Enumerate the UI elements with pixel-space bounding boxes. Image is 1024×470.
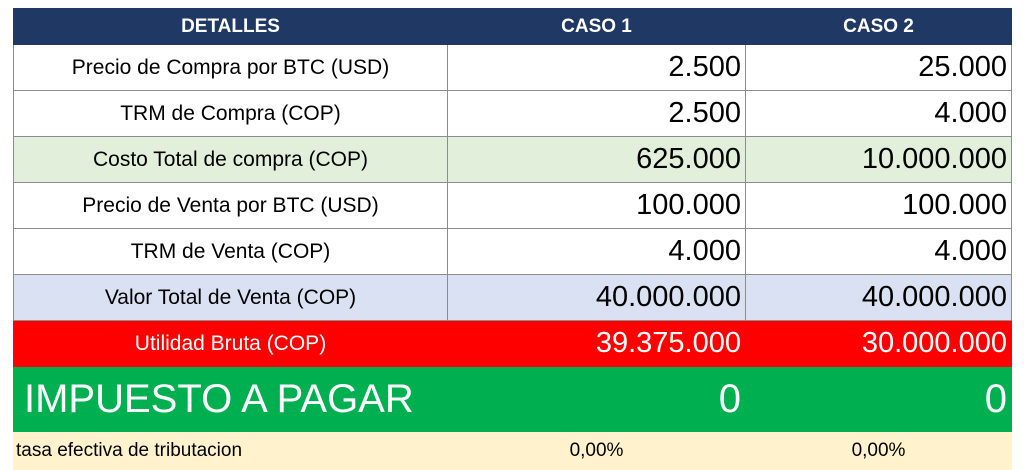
- table-row: Valor Total de Venta (COP) 40.000.000 40…: [13, 274, 1012, 321]
- cell-case-2-total-cost[interactable]: 10.000.000: [745, 136, 1012, 183]
- cell-case-2-sale-price[interactable]: 100.000: [745, 182, 1012, 229]
- cell-case-2-gross-profit[interactable]: 30.000.000: [745, 320, 1012, 367]
- row-label-purchase-price[interactable]: Precio de Compra por BTC (USD): [13, 44, 448, 91]
- tax-label[interactable]: IMPUESTO A PAGAR: [13, 366, 448, 432]
- cell-case-1-rate[interactable]: 0,00%: [447, 431, 746, 470]
- header-details[interactable]: DETALLES: [13, 8, 448, 45]
- cell-case-2-total-sale[interactable]: 40.000.000: [745, 274, 1012, 321]
- table-row: Precio de Compra por BTC (USD) 2.500 25.…: [13, 44, 1012, 91]
- cell-case-1-tax[interactable]: 0: [447, 366, 746, 432]
- tax-row: IMPUESTO A PAGAR 0 0: [13, 366, 1012, 432]
- cell-case-2-purchase-trm[interactable]: 4.000: [745, 90, 1012, 137]
- cell-case-1-sale-trm[interactable]: 4.000: [447, 228, 746, 275]
- table-row: Costo Total de compra (COP) 625.000 10.0…: [13, 136, 1012, 183]
- table-row: Precio de Venta por BTC (USD) 100.000 10…: [13, 182, 1012, 229]
- table-row: TRM de Venta (COP) 4.000 4.000: [13, 228, 1012, 275]
- rate-label[interactable]: tasa efectiva de tributacion: [13, 431, 448, 470]
- row-label-total-sale[interactable]: Valor Total de Venta (COP): [13, 274, 448, 321]
- row-label-total-cost[interactable]: Costo Total de compra (COP): [13, 136, 448, 183]
- cell-case-2-sale-trm[interactable]: 4.000: [745, 228, 1012, 275]
- cell-case-1-total-sale[interactable]: 40.000.000: [447, 274, 746, 321]
- cell-case-1-sale-price[interactable]: 100.000: [447, 182, 746, 229]
- cell-case-1-purchase-trm[interactable]: 2.500: [447, 90, 746, 137]
- cell-case-1-gross-profit[interactable]: 39.375.000: [447, 320, 746, 367]
- cell-case-2-rate[interactable]: 0,00%: [745, 431, 1012, 470]
- table-row: TRM de Compra (COP) 2.500 4.000: [13, 90, 1012, 137]
- row-label-purchase-trm[interactable]: TRM de Compra (COP): [13, 90, 448, 137]
- header-row: DETALLES CASO 1 CASO 2: [13, 8, 1012, 45]
- row-label-sale-trm[interactable]: TRM de Venta (COP): [13, 228, 448, 275]
- table-row: Utilidad Bruta (COP) 39.375.000 30.000.0…: [13, 320, 1012, 367]
- cell-case-1-total-cost[interactable]: 625.000: [447, 136, 746, 183]
- cell-case-1-purchase-price[interactable]: 2.500: [447, 44, 746, 91]
- comparison-table: DETALLES CASO 1 CASO 2 Precio de Compra …: [13, 8, 1012, 470]
- row-label-gross-profit[interactable]: Utilidad Bruta (COP): [13, 320, 448, 367]
- cell-case-2-purchase-price[interactable]: 25.000: [745, 44, 1012, 91]
- header-case-2[interactable]: CASO 2: [745, 8, 1012, 45]
- header-case-1[interactable]: CASO 1: [447, 8, 746, 45]
- cell-case-2-tax[interactable]: 0: [745, 366, 1012, 432]
- row-label-sale-price[interactable]: Precio de Venta por BTC (USD): [13, 182, 448, 229]
- rate-row: tasa efectiva de tributacion 0,00% 0,00%: [13, 431, 1012, 470]
